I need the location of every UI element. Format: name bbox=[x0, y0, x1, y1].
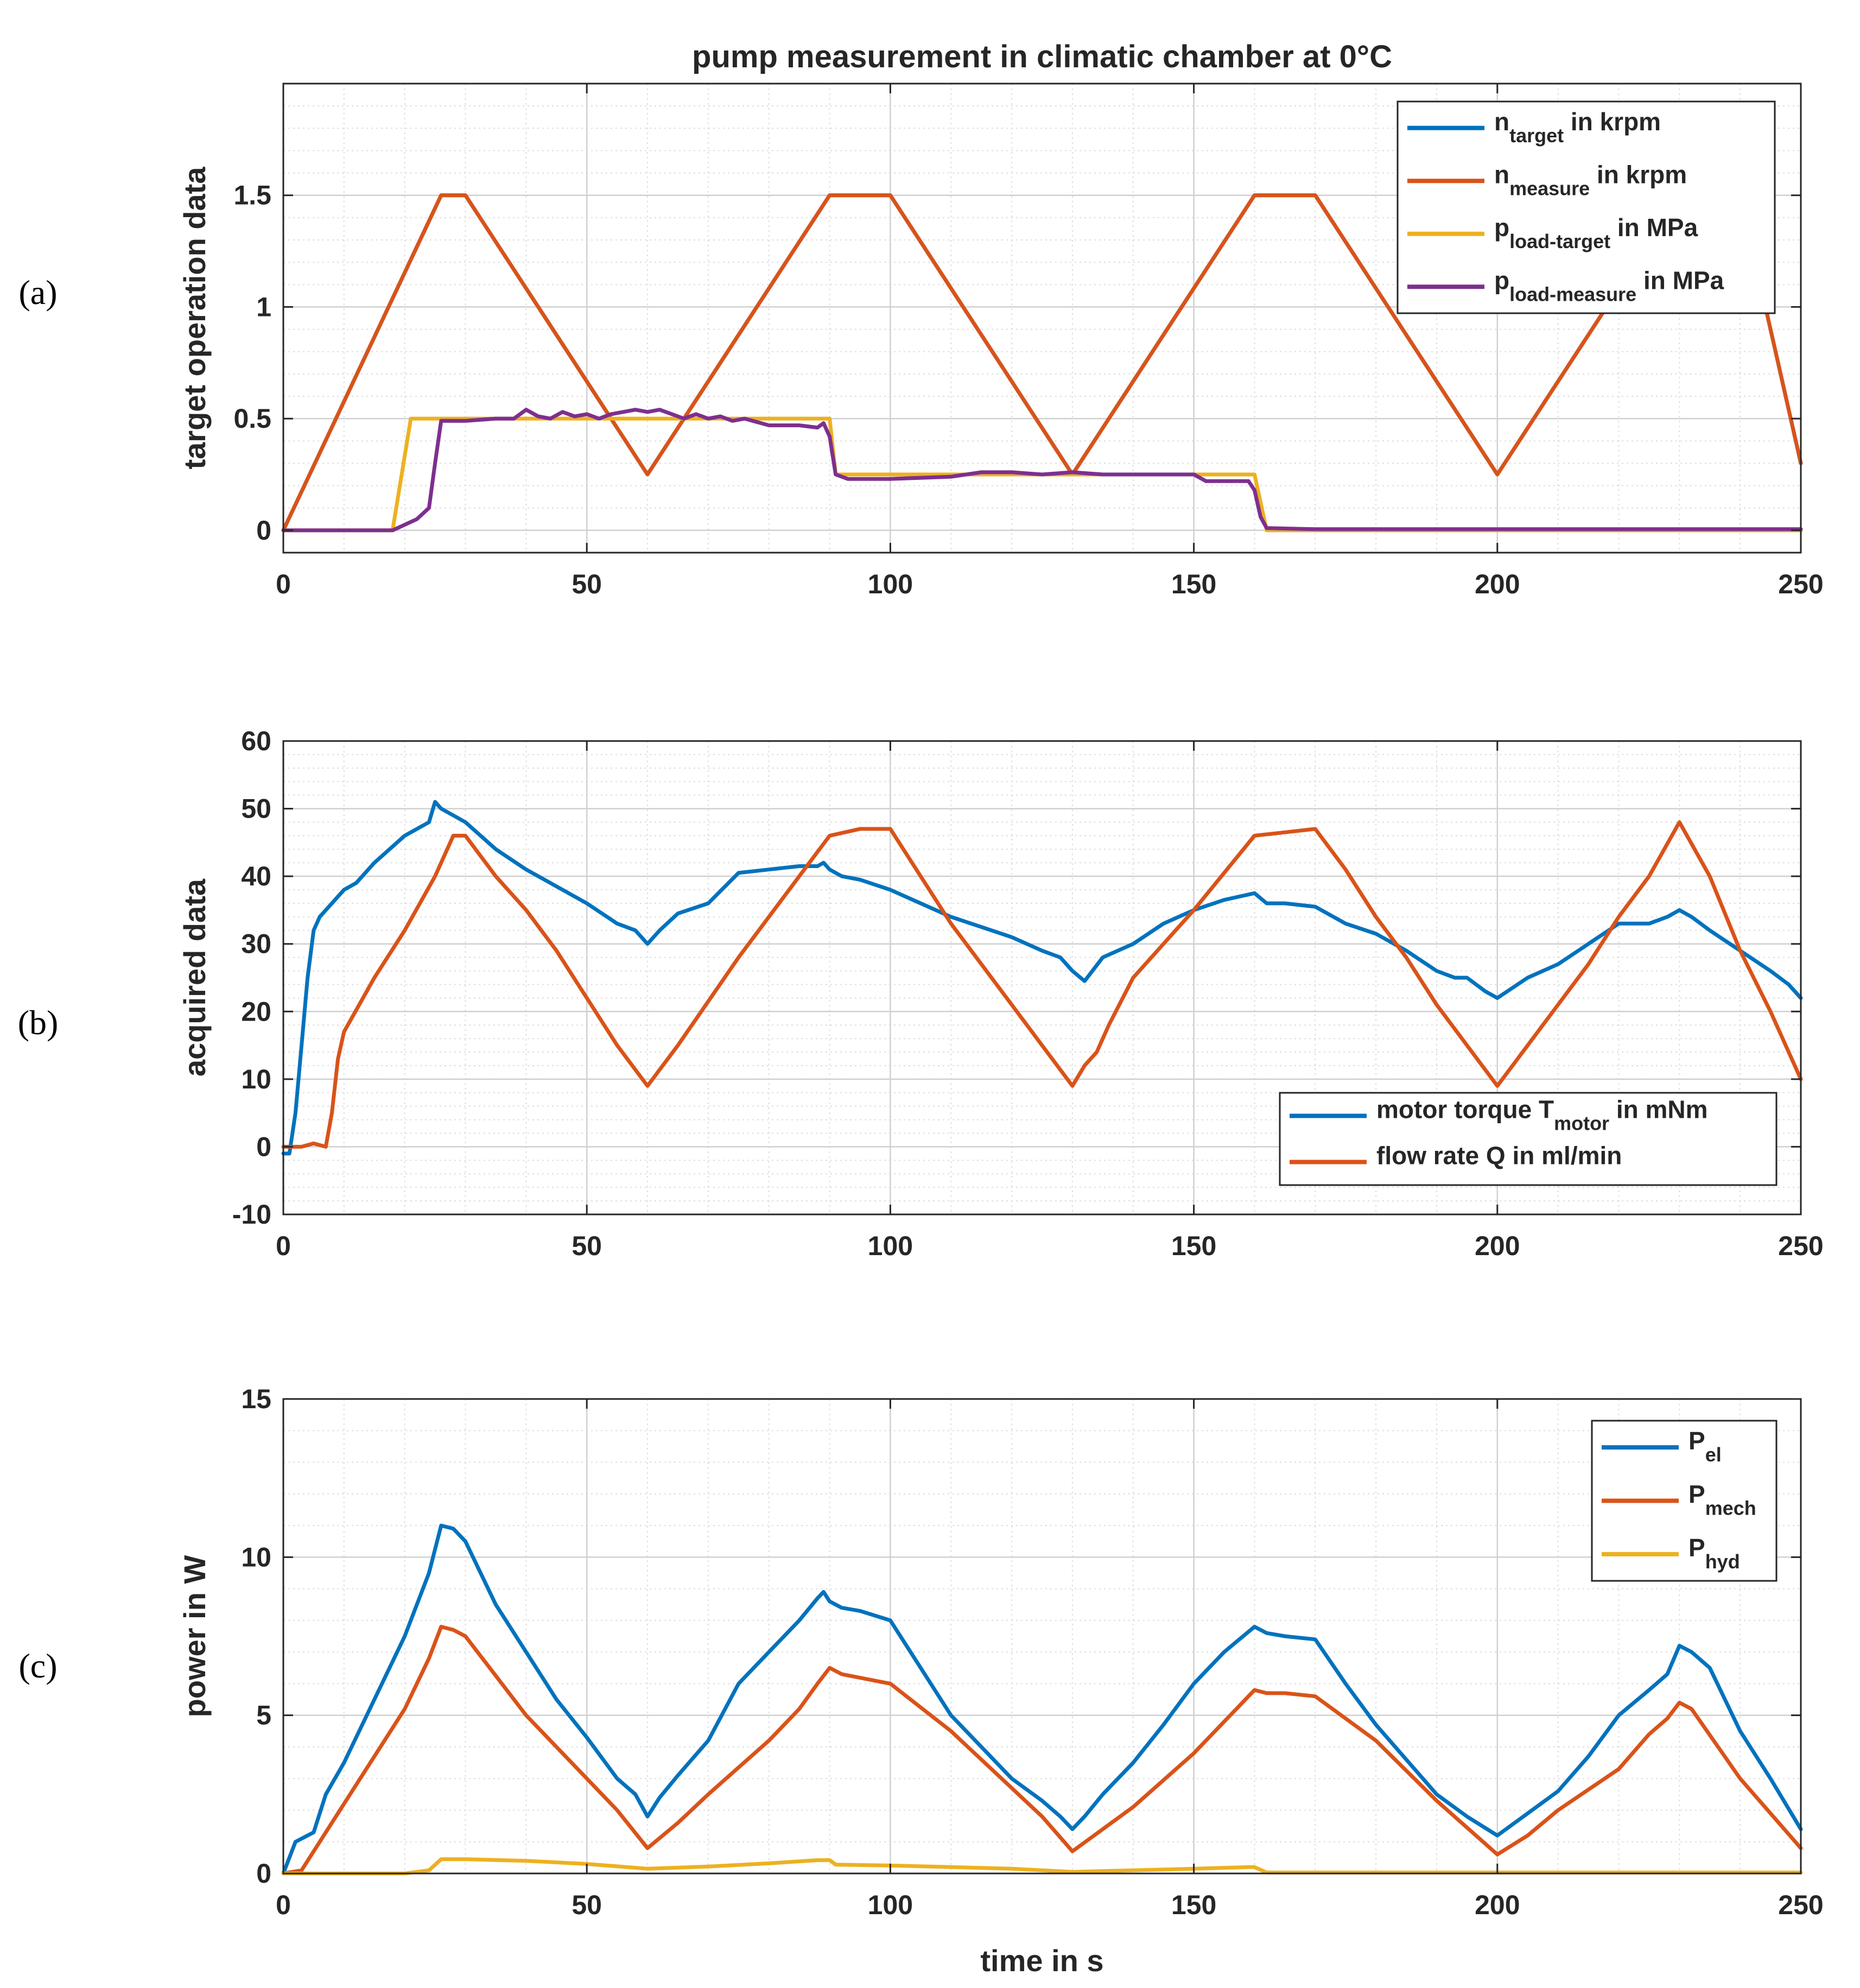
y-tick-label: 0 bbox=[256, 515, 271, 546]
x-tick-label: 100 bbox=[868, 569, 913, 599]
panel-3: 0 50 100 150 200 250 0 5 10 15 power in W time in s… bbox=[18, 1384, 1823, 1978]
axes-box bbox=[282, 1398, 1802, 1875]
x-tick-label: 200 bbox=[1475, 569, 1520, 599]
y-tick-label: 0 bbox=[256, 1858, 271, 1889]
series-line-3-1 bbox=[281, 1523, 1803, 1876]
x-tick-label: 200 bbox=[1475, 1890, 1520, 1920]
x-tick-label: 50 bbox=[572, 569, 602, 599]
x-tick-label: 100 bbox=[868, 1231, 913, 1261]
axes-box bbox=[282, 83, 1802, 554]
x-tick-label: 150 bbox=[1171, 1231, 1216, 1261]
series-line-2-2 bbox=[281, 820, 1803, 1149]
axes-box bbox=[282, 740, 1802, 1215]
y-tick-label: 30 bbox=[241, 929, 271, 959]
y-tick-label: 15 bbox=[241, 1384, 271, 1414]
x-tick-label: 0 bbox=[276, 569, 291, 599]
y-tick-label: 10 bbox=[241, 1542, 271, 1572]
x-tick-label: 150 bbox=[1171, 569, 1216, 599]
legend-entry: flow rate Q in ml/min bbox=[1376, 1142, 1622, 1170]
legend: ntarget in krpm nmeasure in krpm pload-tar… bbox=[1396, 100, 1776, 314]
y-tick-label: 0 bbox=[256, 1131, 271, 1162]
legend: Pel Pmech Phyd bbox=[1591, 1420, 1778, 1582]
x-axis-label: time in s bbox=[980, 1943, 1103, 1978]
x-tick-label: 50 bbox=[572, 1890, 602, 1920]
y-tick-label: 40 bbox=[241, 861, 271, 891]
panel-label: (b) bbox=[18, 1003, 59, 1042]
panel-2: 0 50 100 150 200 250-100102030405060acquired … bbox=[18, 726, 1824, 1261]
legend: motor torque Tmotor in mNm flow rate Q in… bbox=[1279, 1092, 1778, 1186]
y-tick-label: 60 bbox=[241, 726, 271, 756]
legend-entry: pload-measure in MPa bbox=[1494, 266, 1724, 305]
legend-entry: Pel bbox=[1688, 1427, 1722, 1466]
x-tick-label: 0 bbox=[276, 1231, 291, 1261]
y-axis-label: acquired data bbox=[177, 878, 212, 1077]
y-tick-label: 5 bbox=[256, 1700, 271, 1731]
legend-entry: nmeasure in krpm bbox=[1494, 160, 1687, 199]
y-axis-label: power in W bbox=[177, 1555, 212, 1718]
y-tick-label: 20 bbox=[241, 996, 271, 1027]
y-tick-label: 1 bbox=[256, 292, 271, 322]
x-tick-label: 250 bbox=[1778, 1231, 1823, 1261]
x-tick-label: 50 bbox=[572, 1231, 602, 1261]
y-tick-label: -10 bbox=[232, 1199, 271, 1230]
series-line-3-2 bbox=[281, 1625, 1803, 1876]
legend-entry: Phyd bbox=[1688, 1534, 1740, 1573]
legend-entry: Pmech bbox=[1688, 1480, 1756, 1520]
plot-area bbox=[283, 1399, 1801, 1873]
legend-box bbox=[1279, 1092, 1778, 1186]
panel-label: (c) bbox=[18, 1647, 57, 1685]
y-tick-label: 10 bbox=[241, 1064, 271, 1094]
series-line-3-3 bbox=[281, 1857, 1803, 1876]
x-tick-label: 200 bbox=[1475, 1231, 1520, 1261]
chart-title: pump measurement in climatic chamber at … bbox=[692, 39, 1392, 74]
legend-entry: ntarget in krpm bbox=[1494, 107, 1661, 147]
x-tick-label: 100 bbox=[868, 1890, 913, 1920]
x-tick-label: 0 bbox=[276, 1890, 291, 1920]
series-line-1-4 bbox=[281, 408, 1803, 533]
legend-box bbox=[1396, 100, 1776, 314]
y-tick-label: 0.5 bbox=[233, 403, 271, 434]
y-tick-label: 1.5 bbox=[233, 180, 271, 211]
x-tick-label: 250 bbox=[1778, 1890, 1823, 1920]
x-tick-label: 250 bbox=[1778, 569, 1823, 599]
x-tick-label: 150 bbox=[1171, 1890, 1216, 1920]
legend-entry: pload-target in MPa bbox=[1494, 213, 1698, 252]
panel-label: (a) bbox=[18, 273, 57, 312]
y-axis-label: target operation data bbox=[177, 167, 212, 470]
legend-entry: motor torque Tmotor in mNm bbox=[1376, 1096, 1708, 1135]
y-tick-label: 50 bbox=[241, 794, 271, 824]
panel-1: 0 50 100 150 200 250 0 0.5 1 1.5 target operation … bbox=[18, 39, 1823, 599]
series-line-2-1 bbox=[281, 800, 1803, 1156]
